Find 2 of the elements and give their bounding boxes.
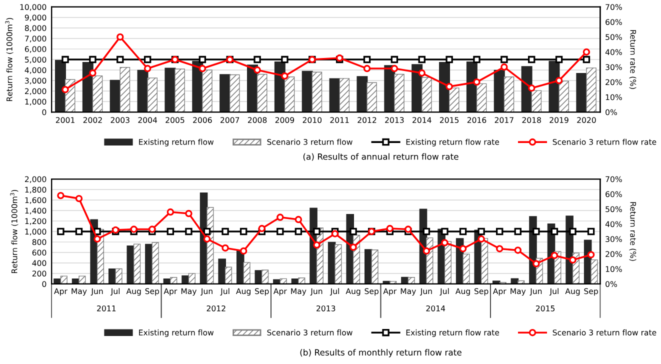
text: (a) Results of annual return flow rate <box>303 153 458 161</box>
text: (b) Results of monthly return flow rate <box>300 349 462 358</box>
